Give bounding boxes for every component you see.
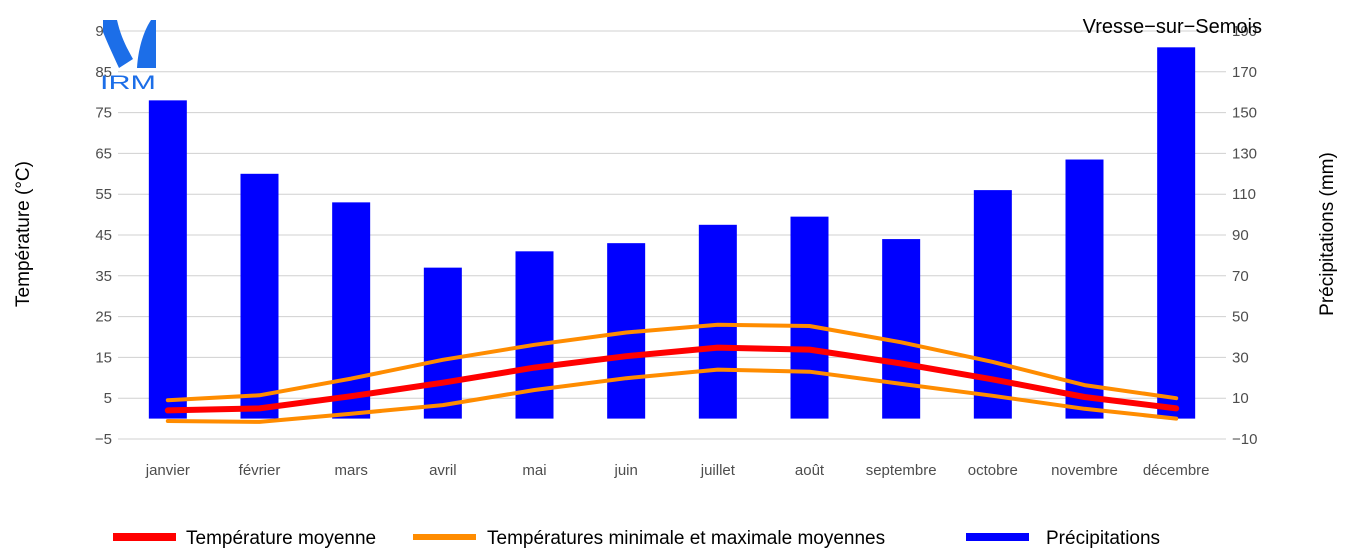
left-tick-label: 25 (95, 309, 112, 326)
precipitation-bar (698, 224, 737, 419)
right-tick-label: −10 (1232, 431, 1257, 448)
x-tick-label: septembre (866, 462, 937, 479)
legend-label-mean: Température moyenne (186, 528, 376, 549)
legend-label-minmax: Températures minimale et maximale moyenn… (487, 528, 885, 549)
max-temperature-line (165, 322, 1179, 403)
precipitation-bars (148, 47, 1196, 419)
x-tick-label: août (795, 462, 825, 479)
precipitation-bar (332, 202, 371, 419)
x-axis-ticks: janvier février mars avril mai juin juillet aoû… (145, 462, 1210, 479)
x-tick-label: juin (613, 462, 637, 479)
x-tick-label: novembre (1051, 462, 1118, 479)
right-tick-label: 10 (1232, 390, 1249, 407)
right-tick-label: 110 (1232, 186, 1256, 203)
precipitation-bar (1065, 159, 1104, 419)
gridlines (118, 30, 1226, 440)
right-tick-label: 70 (1232, 268, 1249, 285)
left-tick-label: 85 (95, 64, 112, 81)
x-tick-label: mars (334, 462, 367, 479)
right-axis-ticks: −10 10 30 50 70 90 110 130 150 170 190 (1232, 23, 1257, 448)
x-tick-label: janvier (145, 462, 190, 479)
right-tick-label: 130 (1232, 145, 1257, 162)
y-axis-right-title: Précipitations (mm) (1317, 152, 1338, 316)
legend-label-precipitation: Précipitations (1046, 528, 1160, 549)
x-tick-label: avril (429, 462, 457, 479)
min-temperature-line (165, 367, 1179, 424)
left-tick-label: −5 (95, 431, 112, 448)
y-axis-left-title: Température (°C) (13, 161, 34, 307)
x-tick-label: octobre (968, 462, 1018, 479)
left-tick-label: 5 (104, 390, 112, 407)
left-tick-label: 15 (95, 349, 112, 366)
right-tick-label: 90 (1232, 227, 1249, 244)
irm-logo-mark-right (137, 20, 156, 68)
right-tick-label: 30 (1232, 349, 1249, 366)
precipitation-bar (790, 216, 829, 419)
x-tick-label: février (239, 462, 281, 479)
precipitation-bar (1157, 47, 1196, 419)
left-tick-label: 55 (95, 186, 112, 203)
irm-logo-mark (103, 20, 133, 68)
right-tick-label: 190 (1232, 23, 1257, 40)
station-title: Vresse−sur−Semois (1083, 16, 1262, 38)
precipitation-bar (240, 173, 279, 419)
right-tick-label: 150 (1232, 105, 1257, 122)
precipitation-bar (882, 239, 921, 419)
x-tick-label: mai (522, 462, 546, 479)
mean-temperature-line (164, 344, 1180, 414)
legend-swatch-precipitation (966, 533, 1029, 541)
left-tick-label: 45 (95, 227, 112, 244)
legend-swatch-minmax (413, 534, 476, 540)
right-tick-label: 170 (1232, 64, 1257, 81)
left-tick-label: 75 (95, 105, 112, 122)
left-tick-label: 65 (95, 145, 112, 162)
right-tick-label: 50 (1232, 309, 1249, 326)
legend-swatch-mean (113, 533, 176, 541)
temperature-lines (164, 322, 1180, 424)
irm-logo: IRM (100, 20, 156, 94)
precipitation-bar (148, 100, 187, 419)
irm-logo-text: IRM (100, 73, 156, 94)
left-tick-label: 35 (95, 268, 112, 285)
legend: Température moyenne Températures minimal… (113, 528, 1160, 549)
precipitation-bar (423, 267, 462, 419)
x-tick-label: juillet (700, 462, 736, 479)
x-tick-label: décembre (1143, 462, 1210, 479)
